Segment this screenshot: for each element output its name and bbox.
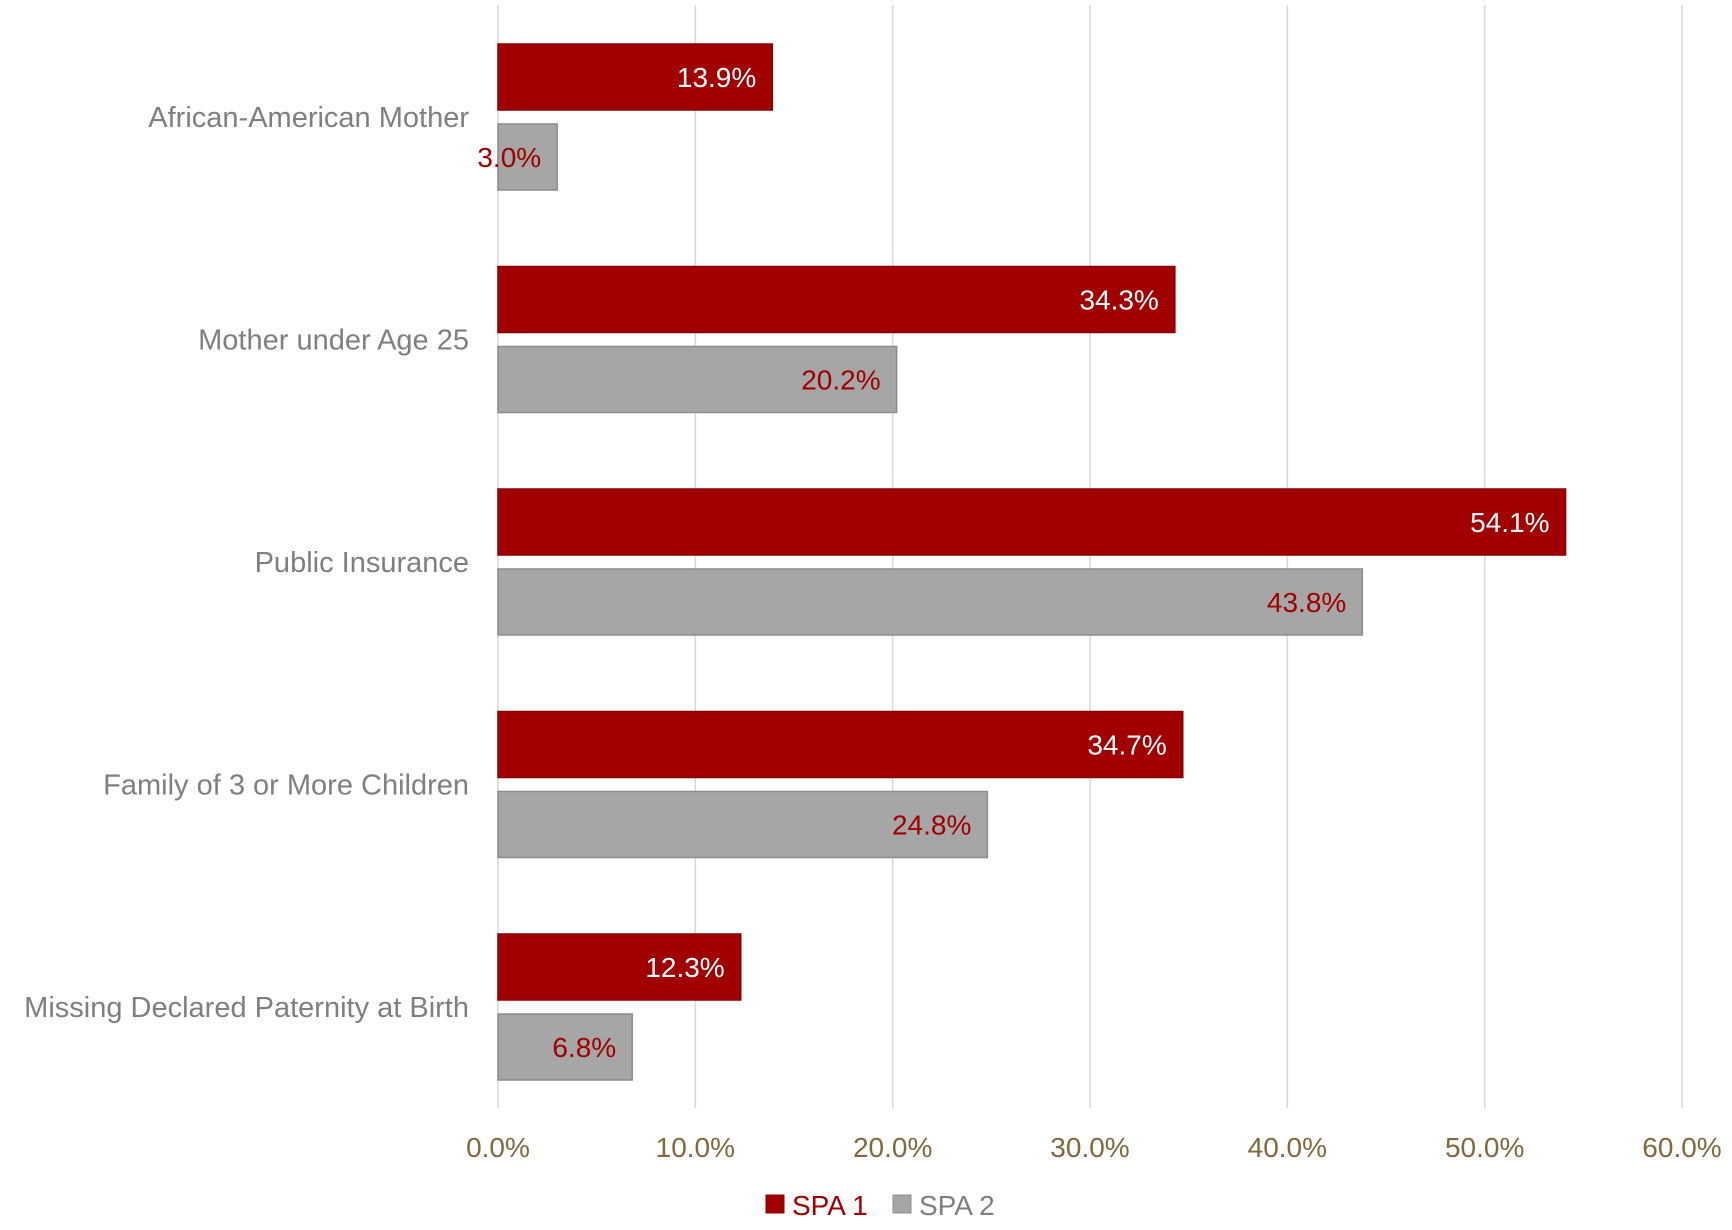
legend-label: SPA 2 [919, 1190, 995, 1221]
legend: SPA 1 SPA 2 [765, 1190, 995, 1221]
bar-spa2 [497, 1013, 633, 1081]
x-tick-label: 30.0% [1050, 1132, 1129, 1163]
bar-spa2 [497, 123, 558, 191]
category-label: African-American Mother [148, 102, 469, 134]
category-label: Missing Declared Paternity at Birth [24, 992, 469, 1024]
bar-spa1 [497, 710, 1184, 779]
bar-spa2 [497, 790, 989, 859]
bar-spa1 [497, 488, 1567, 556]
category-label: Mother under Age 25 [198, 325, 469, 357]
bar-spa1 [497, 43, 774, 111]
grid-lines [497, 5, 1683, 1108]
data-label: 20.2% [801, 365, 880, 396]
data-label: 34.7% [1087, 730, 1166, 761]
bar-spa2 [497, 568, 1364, 636]
bars [497, 43, 1567, 1081]
data-label: 34.3% [1079, 285, 1158, 316]
bar-spa1 [497, 933, 742, 1001]
x-tick-label: 60.0% [1642, 1132, 1721, 1163]
x-tick-label: 20.0% [853, 1132, 932, 1163]
x-tick-label: 10.0% [656, 1132, 735, 1163]
data-label: 6.8% [552, 1032, 616, 1063]
legend-label: SPA 1 [792, 1190, 868, 1221]
category-label: Public Insurance [255, 547, 469, 579]
data-label: 24.8% [892, 810, 971, 841]
x-tick-label: 0.0% [466, 1132, 530, 1163]
data-labels: 13.9% 3.0% 34.3% 20.2% 54.1% 43.8% 34.7% 24.8% 1… [477, 62, 1549, 1063]
bar-spa1 [497, 265, 1176, 334]
x-tick-label: 40.0% [1248, 1132, 1327, 1163]
data-label: 54.1% [1470, 507, 1549, 538]
category-label: Family of 3 or More Children [103, 770, 469, 802]
legend-swatch [765, 1194, 785, 1214]
data-label: 13.9% [677, 62, 756, 93]
data-label: 12.3% [645, 952, 724, 983]
legend-swatch [892, 1194, 912, 1214]
data-label: 43.8% [1267, 587, 1346, 618]
bar-spa2 [497, 345, 898, 414]
data-label: 3.0% [477, 142, 541, 173]
category-axis-labels: African-American Mother Mother under Age … [24, 102, 469, 1024]
x-tick-label: 50.0% [1445, 1132, 1524, 1163]
value-axis-tick-labels: 0.0% 10.0% 20.0% 30.0% 40.0% 50.0% 60.0% [466, 1132, 1722, 1163]
